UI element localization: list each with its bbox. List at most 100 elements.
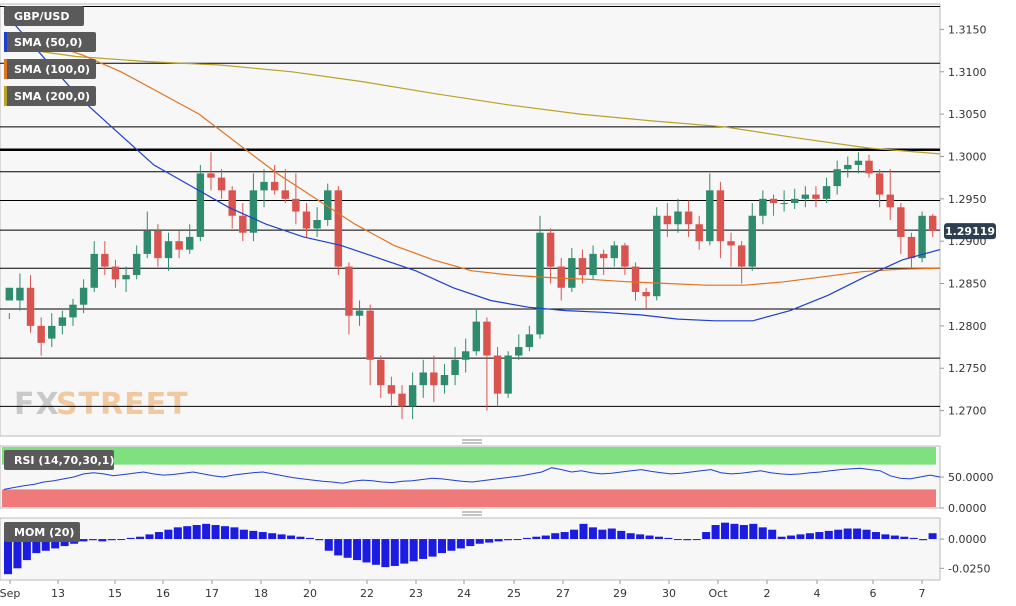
- momentum-bar: [277, 534, 286, 540]
- price-y-tick-label: 1.3050: [948, 108, 987, 121]
- momentum-bar: [136, 536, 145, 540]
- momentum-bar: [673, 539, 682, 541]
- candle-bullish: [5, 287, 14, 301]
- sma-100-line: [3, 33, 941, 286]
- price-y-tick-label: 1.2850: [948, 278, 987, 291]
- momentum-bar: [513, 539, 522, 541]
- momentum-bar: [739, 525, 748, 540]
- candle-bullish: [132, 253, 141, 276]
- candle-bullish: [355, 310, 364, 316]
- candle-bearish: [334, 190, 343, 267]
- candle-bearish: [663, 215, 672, 225]
- momentum-bar: [711, 525, 720, 540]
- current-price-badge: [944, 223, 996, 240]
- candle-bullish: [122, 275, 130, 280]
- momentum-bar: [579, 523, 588, 540]
- candle-bullish: [854, 160, 863, 165]
- candle-bullish: [69, 304, 77, 318]
- sma-50-line: [3, 12, 941, 322]
- candle-bearish: [207, 173, 215, 178]
- candle-bullish: [324, 190, 332, 220]
- x-tick-label: 16: [156, 587, 170, 600]
- momentum-bar: [702, 532, 711, 540]
- momentum-bar: [173, 527, 182, 540]
- candle-bullish: [515, 347, 523, 356]
- momentum-bar: [305, 537, 314, 540]
- momentum-bar: [522, 537, 531, 540]
- momentum-bar: [353, 539, 362, 561]
- rsi-label: RSI (14,70,30,1): [14, 454, 114, 467]
- momentum-bar: [249, 530, 258, 540]
- price-y-tick-label: 1.3150: [948, 23, 987, 36]
- momentum-bar: [862, 529, 871, 540]
- candle-bullish: [472, 321, 481, 352]
- momentum-bar: [466, 539, 475, 547]
- momentum-bar: [79, 539, 88, 542]
- candle-bullish: [780, 203, 788, 205]
- candle-bearish: [621, 245, 629, 267]
- candle-bullish: [801, 194, 810, 199]
- candle-bullish: [568, 258, 576, 288]
- momentum-bar: [815, 532, 824, 540]
- candle-bearish: [26, 287, 35, 326]
- momentum-bar: [32, 539, 41, 554]
- mom-y-tick-label: -0.0250: [948, 562, 990, 575]
- candle-bearish: [111, 266, 120, 280]
- candle-bearish: [270, 181, 279, 191]
- x-tick-label: 29: [613, 587, 627, 600]
- momentum-bar: [13, 539, 22, 569]
- momentum-bar: [588, 527, 597, 540]
- momentum-bar: [796, 534, 805, 540]
- legend-box: [4, 59, 96, 79]
- symbol-label: GBP/USD: [14, 10, 69, 23]
- momentum-bar: [824, 530, 833, 540]
- momentum-bar: [721, 522, 730, 540]
- x-tick-label: 18: [254, 587, 268, 600]
- candle-bearish: [377, 359, 385, 386]
- momentum-bar: [900, 536, 909, 540]
- candle-bearish: [684, 211, 693, 225]
- momentum-bar: [220, 526, 230, 540]
- price-y-tick-label: 1.2950: [948, 193, 987, 206]
- momentum-bar: [928, 533, 937, 540]
- momentum-bar: [107, 539, 116, 541]
- momentum-bar: [843, 528, 852, 540]
- candle-bearish: [217, 177, 226, 191]
- candle-bearish: [737, 245, 746, 267]
- momentum-bar: [551, 533, 560, 540]
- candle-bullish: [461, 351, 470, 360]
- momentum-bar: [192, 525, 201, 540]
- candle-bearish: [101, 253, 109, 267]
- candle-bullish: [249, 190, 258, 233]
- momentum-bar: [202, 523, 211, 540]
- x-tick-label: Sep: [0, 587, 20, 600]
- momentum-bar: [447, 539, 456, 551]
- candle-bearish: [366, 310, 374, 360]
- momentum-bar: [909, 537, 918, 540]
- momentum-bar: [296, 536, 305, 540]
- candle-bullish: [79, 287, 88, 305]
- candle-bullish: [48, 325, 56, 339]
- candle-bullish: [260, 181, 268, 191]
- rsi-y-tick-label: 50.0000: [948, 471, 994, 484]
- candle-bearish: [292, 198, 300, 212]
- momentum-bar: [570, 529, 579, 540]
- momentum-bar: [60, 539, 69, 547]
- momentum-bar: [362, 539, 371, 563]
- momentum-bar: [560, 532, 569, 540]
- candle-bullish: [844, 164, 852, 170]
- rsi-label-box: [4, 450, 114, 470]
- momentum-bar: [239, 529, 248, 540]
- momentum-bar: [51, 539, 60, 549]
- momentum-bar: [126, 537, 135, 540]
- rsi-y-tick-label: 0.0000: [948, 502, 987, 515]
- momentum-bar: [787, 535, 796, 540]
- candle-bearish: [716, 190, 725, 242]
- momentum-bar: [541, 535, 550, 540]
- candle-bearish: [557, 266, 565, 288]
- legend-label: SMA (100,0): [14, 63, 90, 76]
- candle-bullish: [419, 372, 427, 386]
- momentum-bar: [749, 523, 758, 540]
- momentum-bar: [400, 539, 409, 564]
